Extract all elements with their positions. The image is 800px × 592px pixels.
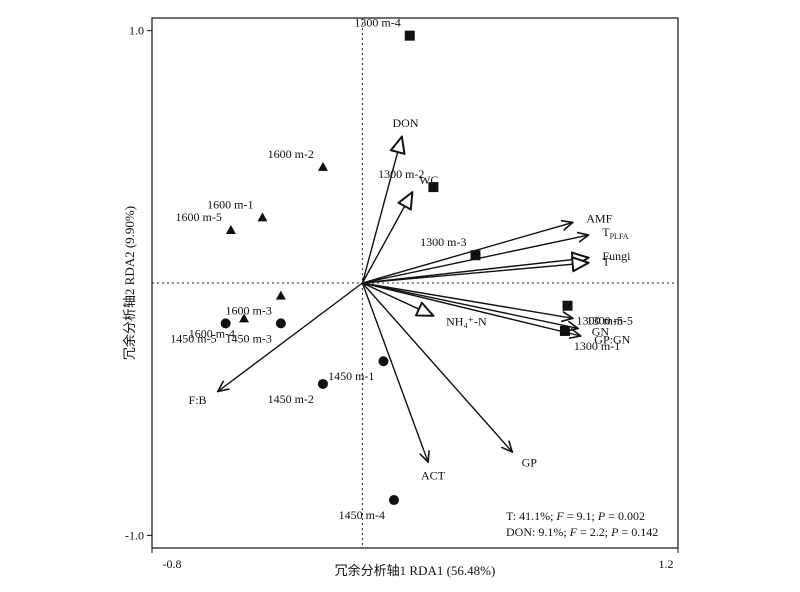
vector-arrow — [362, 192, 412, 283]
site-marker — [378, 356, 388, 366]
site-marker — [226, 225, 236, 234]
site-points: 1300 m-4 1300 m-2 1300 m-3 1300 m-5 1300 m-1… — [170, 16, 623, 522]
rda-biplot: DONWCAMFTPLFAFungiT1300 m-5NH₄⁺-NGNGP:GN… — [0, 0, 800, 592]
vector-arrow — [362, 283, 512, 452]
stats-line: DON: 9.1%; F = 2.2; P = 0.142 — [506, 525, 658, 539]
plot-frame — [152, 18, 678, 548]
site-label: 1300 m-2 — [378, 167, 424, 181]
y-tick-label: -1.0 — [125, 528, 144, 542]
site-marker — [563, 301, 573, 311]
site-marker — [560, 326, 570, 336]
site-marker — [405, 31, 415, 41]
site-marker — [276, 318, 286, 328]
vector-label: TPLFA — [602, 225, 629, 241]
site-label: 1300 m-4 — [354, 16, 400, 30]
x-tick-label: 1.2 — [659, 557, 674, 571]
site-label: 1600 m-5 — [176, 210, 222, 224]
vector-label: AMF — [586, 212, 612, 226]
axis-ticks: 1.0 -1.0 -0.8 1.2 — [125, 24, 678, 571]
site-marker — [470, 250, 480, 260]
site-label: 1450 m-2 — [268, 392, 314, 406]
site-label: 1600 m-3 — [226, 304, 272, 318]
x-tick-label: -0.8 — [163, 557, 182, 571]
site-label: 1450 m-4 — [339, 508, 385, 522]
site-marker — [318, 162, 328, 171]
site-label: 1450 m-3 — [226, 331, 272, 345]
site-label: 1450 m-1 — [328, 369, 374, 383]
site-label: 1450 m-5 — [170, 331, 216, 345]
vector-label: F:B — [189, 393, 207, 407]
vector-label: DON — [392, 116, 418, 130]
stats-annotation: T: 41.1%; F = 9.1; P = 0.002 DON: 9.1%; F… — [506, 509, 658, 539]
site-label: 1600 m-2 — [268, 147, 314, 161]
site-label: 1300 m-1 — [574, 339, 620, 353]
vector-label: NH₄⁺-N — [446, 315, 487, 329]
site-label: 1300 m-3 — [420, 235, 466, 249]
stats-line: T: 41.1%; F = 9.1; P = 0.002 — [506, 509, 645, 523]
vector-arrow — [362, 137, 401, 283]
site-marker — [389, 495, 399, 505]
site-marker — [318, 379, 328, 389]
site-marker — [276, 291, 286, 300]
y-tick-label: 1.0 — [129, 24, 144, 38]
vector-label: T — [603, 255, 611, 269]
site-label: 1300 m-5 — [577, 314, 623, 328]
x-axis-label: 冗余分析轴1 RDA1 (56.48%) — [335, 563, 496, 578]
site-marker — [221, 318, 231, 328]
reference-lines — [152, 18, 678, 548]
vector-label: GP — [522, 456, 538, 470]
site-marker — [257, 212, 267, 221]
vector-arrow — [362, 283, 572, 318]
site-marker — [428, 182, 438, 192]
vector-arrow — [362, 258, 588, 283]
y-axis-label: 冗余分析轴2 RDA2 (9.90%) — [122, 206, 137, 360]
vector-label: ACT — [421, 468, 446, 482]
